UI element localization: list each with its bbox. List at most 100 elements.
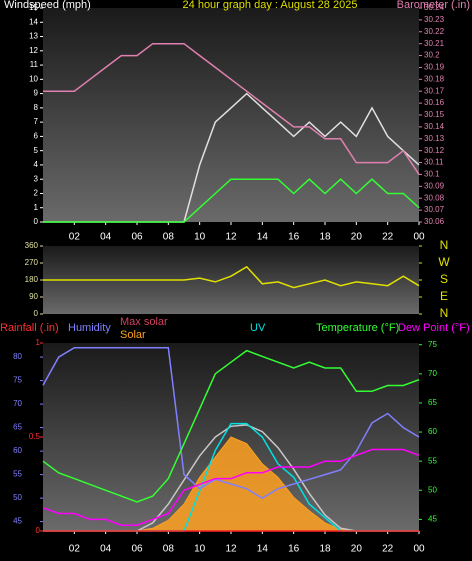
tick-label: N	[440, 306, 449, 320]
tick-label: 4	[34, 160, 39, 169]
tick-label: 55	[428, 456, 437, 465]
tick-label: 45	[428, 514, 437, 523]
series-line	[43, 265, 420, 289]
x-tick-label: 02	[69, 544, 81, 555]
tick-label: S	[440, 272, 448, 286]
tick-label: 65	[428, 398, 437, 407]
right-axis-title: Barometer (.in)	[397, 0, 470, 11]
tick-label: 30.18	[424, 74, 445, 83]
series-line	[43, 178, 420, 223]
tick-label: 60	[428, 427, 437, 436]
x-tick-label: 08	[163, 232, 175, 243]
solar-label: Solar	[120, 329, 146, 341]
series-line	[43, 42, 420, 175]
tick-label: 30.15	[424, 110, 445, 119]
x-tick-label: 18	[319, 544, 331, 555]
tick-label: 360	[25, 241, 39, 250]
x-tick-label: 10	[194, 232, 206, 243]
tick-label: W	[438, 255, 450, 269]
tick-label: 75	[428, 340, 437, 349]
series-line	[42, 448, 420, 526]
tick-label: 30.17	[424, 86, 445, 95]
tick-label: 80	[13, 352, 22, 361]
x-tick-label: 08	[163, 544, 175, 555]
tick-label: 30.2	[424, 51, 440, 60]
tick-label: 12	[29, 46, 38, 55]
tick-label: 8	[34, 103, 39, 112]
tick-label: 6	[34, 132, 39, 141]
x-tick-label: 00	[413, 232, 425, 243]
max-solar-label: Max solar	[120, 316, 168, 328]
temperature-label: Temperature (°F)	[316, 322, 399, 334]
series-line	[42, 346, 420, 499]
tick-label: 30.16	[424, 98, 445, 107]
dew-point-label: Dew Point (°F)	[398, 322, 470, 334]
x-tick-label: 12	[225, 232, 237, 243]
tick-label: 30.09	[424, 181, 445, 190]
tick-label: 30.11	[424, 158, 444, 167]
tick-label: 60	[13, 446, 22, 455]
tick-label: 30.22	[424, 27, 445, 36]
tick-label: 270	[25, 258, 39, 267]
tick-label: 50	[13, 493, 22, 502]
x-tick-label: 14	[257, 232, 269, 243]
rain-label: Rainfall (.in)	[0, 322, 59, 334]
x-tick-label: 16	[288, 544, 300, 555]
tick-label: 30.13	[424, 134, 445, 143]
tick-label: 0	[34, 309, 39, 318]
tick-label: 70	[13, 399, 22, 408]
x-tick-label: 20	[351, 544, 363, 555]
x-tick-label: 20	[351, 232, 363, 243]
x-tick-label: 06	[131, 232, 143, 243]
tick-label: 30.14	[424, 122, 445, 131]
tick-label: 30.07	[424, 205, 445, 214]
x-tick-label: 22	[382, 544, 394, 555]
tick-label: 30.08	[424, 193, 445, 202]
x-tick-label: 14	[257, 544, 269, 555]
x-tick-label: 18	[319, 232, 331, 243]
x-tick-label: 06	[131, 544, 143, 555]
x-tick-label: 04	[100, 544, 112, 555]
x-tick-label: 02	[69, 232, 81, 243]
tick-label: 3	[34, 174, 39, 183]
tick-label: 15	[29, 3, 38, 12]
tick-label: 55	[13, 470, 22, 479]
tick-label: 13	[29, 32, 38, 41]
tick-label: 90	[29, 292, 38, 301]
x-tick-label: 12	[225, 544, 237, 555]
chart-title: 24 hour graph day : August 28 2025	[183, 0, 358, 11]
tick-label: 30.24	[424, 3, 445, 12]
tick-label: 11	[30, 60, 39, 69]
tick-label: 30.19	[424, 63, 445, 72]
tick-label: 50	[428, 485, 437, 494]
uv-label: UV	[250, 322, 266, 334]
tick-label: E	[440, 289, 448, 303]
tick-label: 30.12	[424, 146, 445, 155]
x-tick-label: 00	[413, 544, 425, 555]
tick-label: 45	[13, 517, 22, 526]
x-tick-label: 04	[100, 232, 112, 243]
x-tick-label: 10	[194, 544, 206, 555]
tick-label: 14	[29, 17, 38, 26]
tick-label: 180	[25, 275, 39, 284]
left-axis-title: Windspeed (mph)	[4, 0, 91, 11]
tick-label: 75	[13, 376, 22, 385]
tick-label: 30.21	[424, 39, 445, 48]
tick-label: 7	[34, 117, 39, 126]
tick-label: 30.23	[424, 15, 445, 24]
x-tick-label: 16	[288, 232, 300, 243]
tick-label: 1	[36, 338, 41, 347]
tick-label: 70	[428, 369, 437, 378]
tick-label: 0	[34, 217, 39, 226]
tick-label: 0.5	[29, 432, 41, 441]
humidity-label: Humidity	[68, 322, 111, 334]
tick-label: 9	[34, 89, 39, 98]
x-tick-label: 22	[382, 232, 394, 243]
tick-label: 5	[34, 146, 39, 155]
tick-label: N	[440, 238, 449, 252]
plot-area	[43, 8, 419, 222]
tick-label: 30.06	[424, 217, 445, 226]
series-line	[42, 349, 420, 503]
tick-label: 0	[36, 526, 41, 535]
